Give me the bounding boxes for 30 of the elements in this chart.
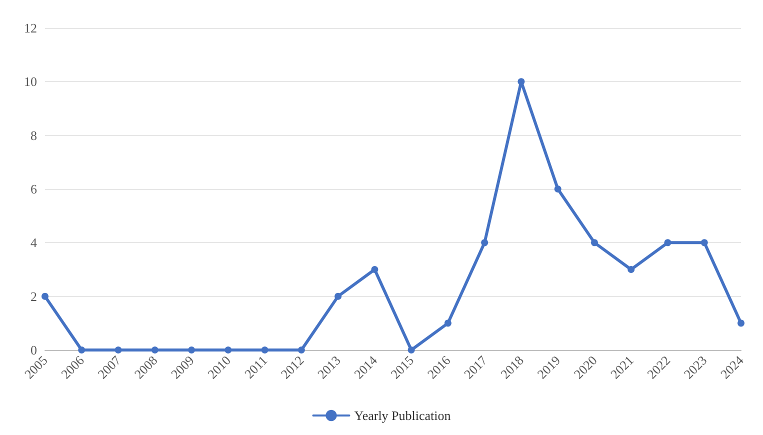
point [151, 346, 158, 354]
y-tick-label: 8 [30, 128, 37, 143]
y-tick-label: 10 [24, 74, 37, 90]
point [628, 266, 635, 273]
point [188, 346, 196, 354]
point [298, 346, 305, 354]
point [408, 346, 415, 354]
legend-label: Yearly Publication [354, 408, 452, 423]
point [700, 239, 708, 246]
point [42, 292, 48, 300]
point [334, 292, 342, 300]
point [590, 239, 598, 246]
y-tick-label: 0 [30, 342, 37, 358]
point [224, 346, 232, 354]
y-tick-label: 6 [30, 182, 38, 196]
x-tick-label: 2021 [607, 352, 636, 382]
y-tick-label: 4 [30, 235, 38, 250]
point [481, 239, 488, 246]
point [261, 346, 268, 354]
point [114, 346, 122, 354]
point [444, 320, 452, 327]
point [738, 320, 744, 327]
point [371, 266, 378, 273]
y-tick-label: 2 [30, 288, 37, 304]
point [554, 186, 562, 192]
y-tick-label: 12 [24, 20, 37, 36]
point [664, 239, 672, 246]
point [518, 78, 525, 86]
x-tick-label: 2011 [241, 352, 270, 382]
point [78, 346, 86, 354]
